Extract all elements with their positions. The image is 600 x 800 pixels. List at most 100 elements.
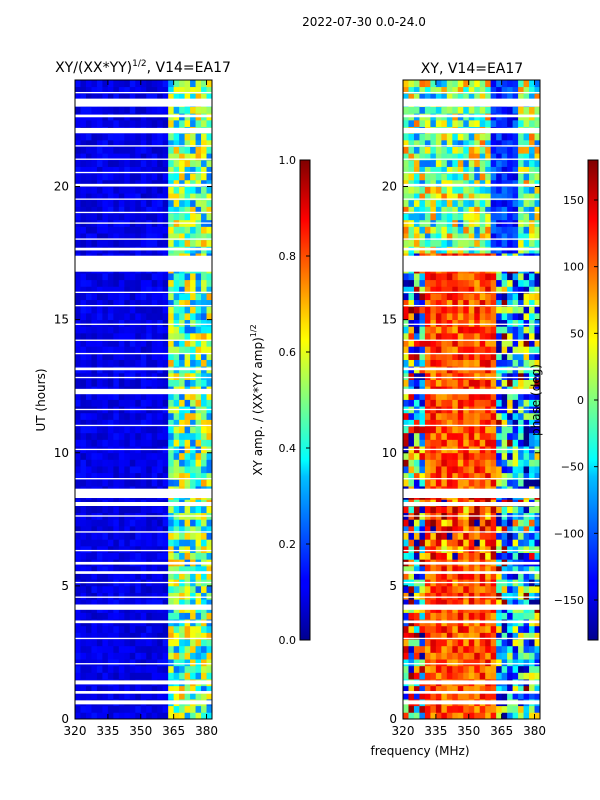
phase-cell <box>485 372 492 380</box>
phase-cell <box>435 379 442 387</box>
phase-cell <box>479 166 486 174</box>
amplitude-cell <box>157 479 164 487</box>
amplitude-cell <box>206 153 213 161</box>
phase-cell <box>512 173 519 181</box>
amplitude-cell <box>96 565 103 573</box>
phase-cell <box>457 692 464 700</box>
phase-cell <box>419 672 426 680</box>
phase-cell <box>441 426 448 434</box>
phase-cell <box>529 213 535 221</box>
amplitude-cell <box>146 545 153 553</box>
amplitude-cell <box>146 352 153 360</box>
phase-cell <box>468 379 475 387</box>
amplitude-cell <box>129 452 136 460</box>
phase-cell <box>435 166 442 174</box>
amplitude-cell <box>173 213 180 221</box>
phase-cell <box>479 226 486 234</box>
amplitude-cell <box>173 346 180 354</box>
amplitude-cell <box>184 293 191 301</box>
amplitude-cell <box>184 532 191 540</box>
amplitude-cell <box>206 672 213 680</box>
phase-cell <box>523 199 530 207</box>
amplitude-cell <box>102 319 109 327</box>
flagged-gap <box>75 183 212 187</box>
phase-cell <box>435 599 442 607</box>
amplitude-cell <box>75 399 81 407</box>
amplitude-cell <box>179 80 185 88</box>
amplitude-cell <box>184 692 191 700</box>
amplitude-cell <box>91 306 98 314</box>
amplitude-cell <box>190 106 196 114</box>
amplitude-cell <box>184 332 191 340</box>
phase-cell <box>507 419 513 427</box>
amplitude-cell <box>151 179 158 187</box>
phase-cell <box>468 372 475 380</box>
phase-cell <box>430 299 437 307</box>
phase-cell <box>523 412 530 420</box>
phase-cell <box>419 592 426 600</box>
phase-cell <box>457 625 464 633</box>
amplitude-cell <box>129 519 136 527</box>
phase-cell <box>435 452 442 460</box>
amplitude-cell <box>91 572 98 580</box>
phase-cell <box>479 326 486 334</box>
amplitude-cell <box>195 552 202 560</box>
amplitude-cell <box>157 685 164 693</box>
phase-cell <box>413 326 420 334</box>
amplitude-cell <box>135 552 142 560</box>
phase-cell <box>490 139 497 147</box>
phase-cell <box>507 659 513 667</box>
phase-cell <box>435 186 442 194</box>
phase-cell <box>430 346 437 354</box>
amplitude-cell <box>113 359 120 367</box>
phase-cell <box>490 179 497 187</box>
phase-cell <box>430 173 437 181</box>
phase-cell <box>413 166 420 174</box>
amplitude-cell <box>173 312 180 321</box>
amplitude-cell <box>107 479 114 487</box>
amplitude-cell <box>162 439 169 447</box>
amplitude-cell <box>206 193 213 201</box>
amplitude-cell <box>96 419 103 427</box>
amplitude-cell <box>151 639 158 647</box>
amplitude-cell <box>146 273 153 281</box>
phase-cell <box>430 452 437 460</box>
amplitude-cell <box>162 119 169 127</box>
amplitude-y-tick-label: 5 <box>61 579 69 593</box>
amplitude-colorbar-label-main: XY amp. / (XX*YY amp) <box>251 337 265 475</box>
phase-cell <box>408 139 415 147</box>
amplitude-cell <box>168 432 175 440</box>
phase-cell <box>424 326 431 334</box>
phase-cell <box>507 525 513 534</box>
phase-cell <box>403 359 409 367</box>
phase-cell <box>507 206 513 214</box>
phase-cell <box>452 299 459 307</box>
phase-cell <box>468 213 475 221</box>
amplitude-cell <box>140 186 147 194</box>
phase-cell <box>518 193 524 201</box>
phase-cell <box>408 539 415 547</box>
phase-cell <box>457 206 464 214</box>
phase-cell <box>463 80 470 88</box>
phase-cell <box>485 332 492 340</box>
phase-cell <box>490 80 497 88</box>
amplitude-cell <box>118 419 125 427</box>
amplitude-cell <box>146 153 153 161</box>
amplitude-cell <box>168 552 175 560</box>
phase-cell <box>441 705 448 713</box>
amplitude-cell <box>206 572 213 580</box>
phase-cell <box>479 459 486 467</box>
amplitude-cell <box>140 279 147 287</box>
amplitude-cell <box>195 439 202 447</box>
phase-cell <box>468 159 475 167</box>
amplitude-cell <box>184 352 191 360</box>
phase-cell <box>424 279 431 287</box>
phase-cell <box>452 432 459 440</box>
amplitude-cell <box>206 479 213 487</box>
phase-cell <box>452 159 459 167</box>
phase-cell <box>507 412 513 420</box>
amplitude-cell <box>190 213 196 221</box>
phase-cell <box>496 685 503 693</box>
phase-cell <box>452 346 459 354</box>
amplitude-cell <box>85 346 92 354</box>
